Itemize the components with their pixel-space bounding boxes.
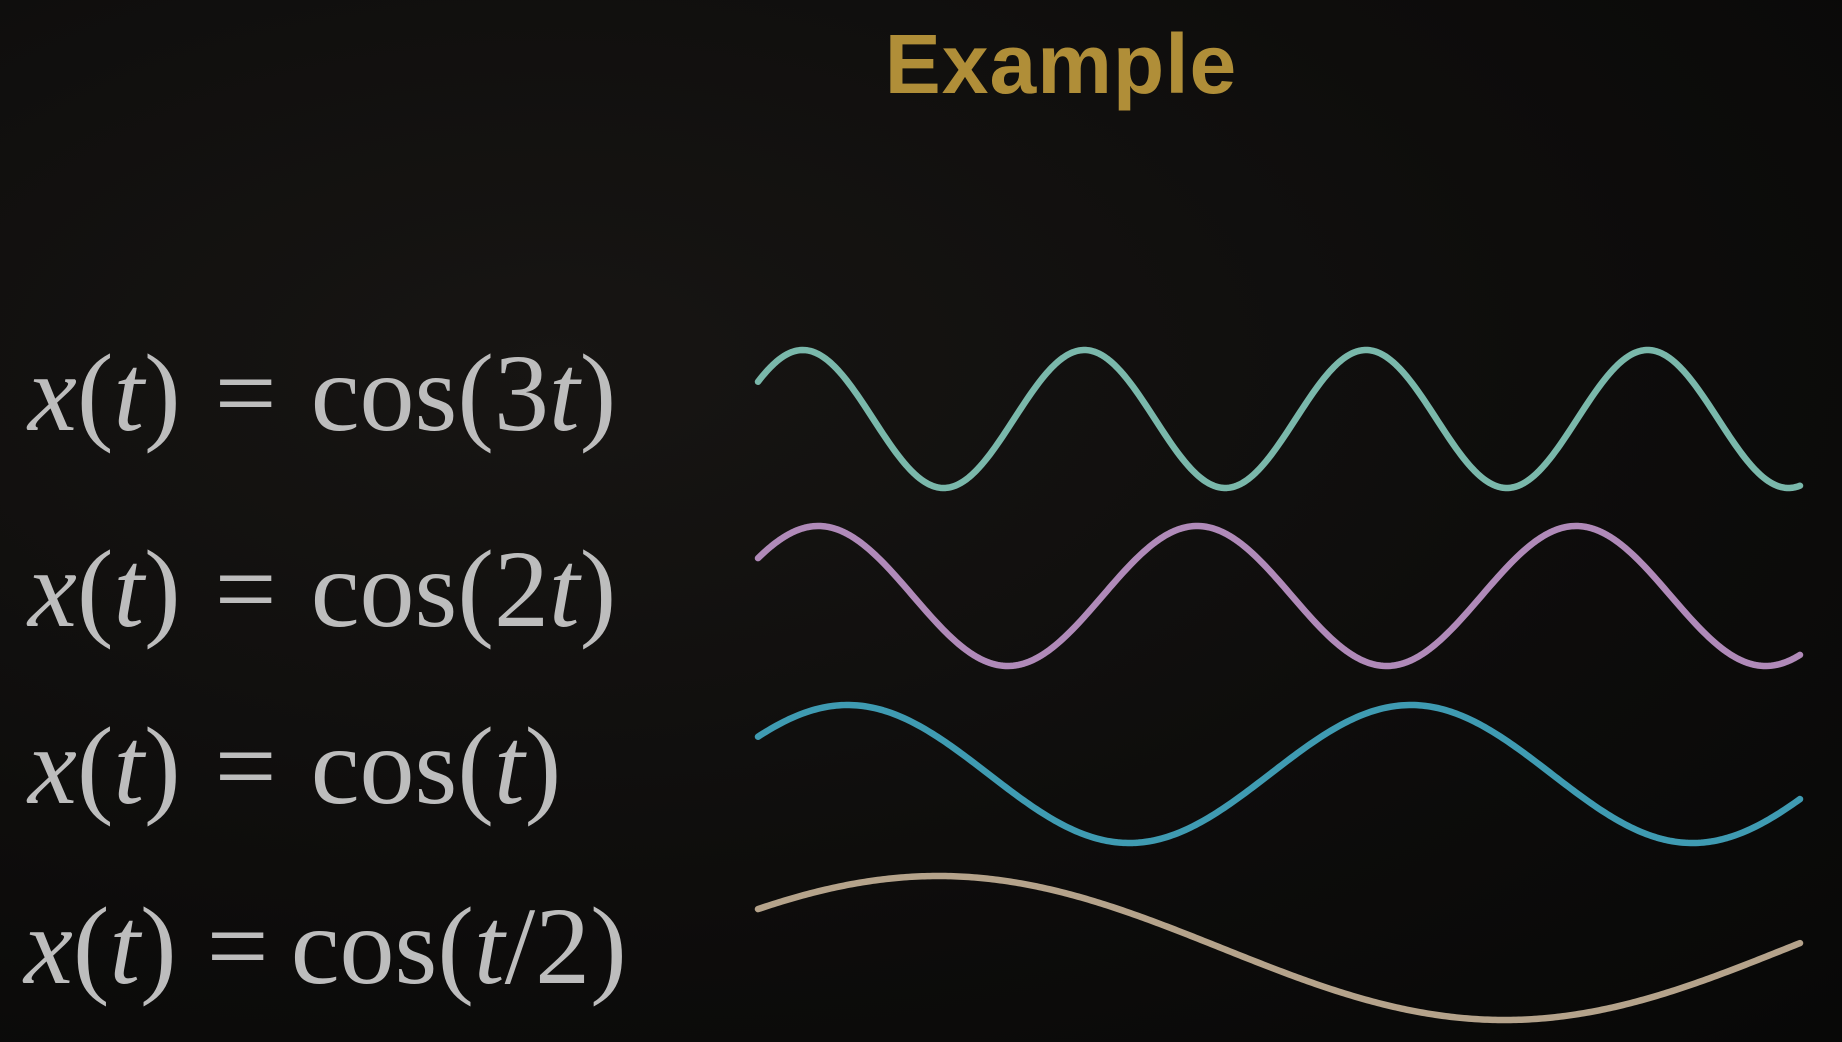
- suffix: /2: [504, 885, 591, 1007]
- lhs-arg: t: [113, 332, 145, 454]
- equation-cos-t-over-2: x(t) = cos(t/2): [24, 891, 627, 1001]
- equals-sign: =: [206, 885, 269, 1007]
- cos-3t-wave: [754, 346, 1804, 492]
- coefficient: 2: [494, 528, 549, 650]
- paren-open: (: [437, 885, 474, 1007]
- lhs-var: x: [28, 528, 77, 650]
- lhs-paren-close: ): [144, 332, 181, 454]
- paren-open: (: [457, 332, 494, 454]
- equation-cos-t: x(t) = cos(t): [28, 711, 561, 821]
- cos-t-over-2-wave: [754, 872, 1804, 1024]
- lhs-paren-open: (: [76, 705, 114, 827]
- paren-open: (: [457, 528, 494, 650]
- lhs-arg: t: [113, 528, 145, 650]
- lhs-var: x: [28, 332, 77, 454]
- equation-cos-2t: x(t) = cos(2t): [28, 534, 616, 644]
- func-name: cos: [290, 885, 438, 1007]
- paren-close: ): [579, 332, 617, 454]
- lhs-paren-open: (: [76, 528, 114, 650]
- equals-sign: =: [214, 528, 277, 650]
- argument: t: [494, 705, 525, 827]
- cos-t-wave: [754, 701, 1804, 847]
- argument: t: [549, 332, 580, 454]
- equation-cos-3t: x(t) = cos(3t): [28, 338, 616, 448]
- lhs-var: x: [28, 705, 77, 827]
- coefficient: 3: [494, 332, 549, 454]
- equals-sign: =: [214, 332, 277, 454]
- func-name: cos: [310, 705, 458, 827]
- paren-open: (: [457, 705, 494, 827]
- lhs-paren-close: ): [144, 528, 181, 650]
- lhs-paren-close: ): [144, 705, 181, 827]
- cos-2t-wave: [754, 522, 1804, 670]
- func-name: cos: [310, 528, 458, 650]
- lhs-arg: t: [109, 885, 141, 1007]
- equals-sign: =: [214, 705, 277, 827]
- argument: t: [549, 528, 580, 650]
- paren-close: ): [524, 705, 562, 827]
- lhs-paren-open: (: [72, 885, 110, 1007]
- lhs-paren-open: (: [76, 332, 114, 454]
- paren-close: ): [590, 885, 627, 1007]
- lhs-var: x: [24, 885, 73, 1007]
- argument: t: [474, 885, 505, 1007]
- paren-close: ): [579, 528, 617, 650]
- slide-title: Example: [884, 17, 1238, 111]
- lhs-paren-close: ): [140, 885, 177, 1007]
- func-name: cos: [310, 332, 458, 454]
- lhs-arg: t: [113, 705, 145, 827]
